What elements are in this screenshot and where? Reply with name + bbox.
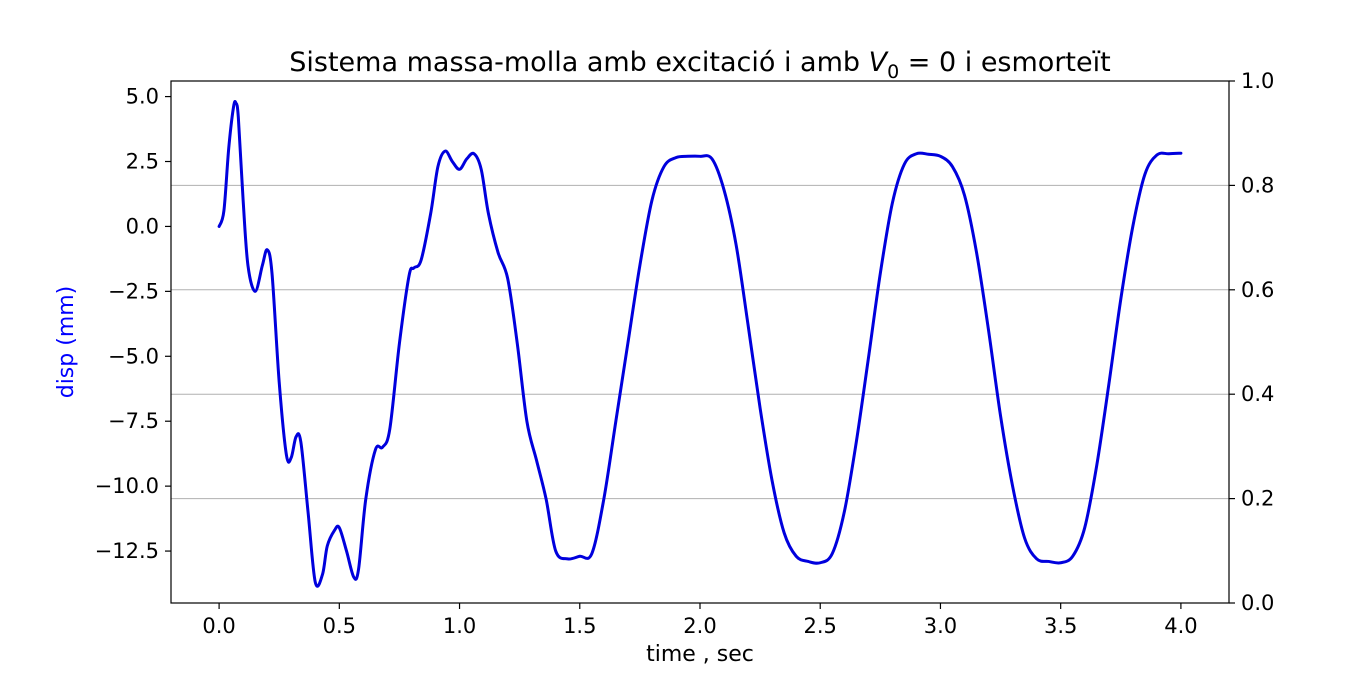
y-axis-label: disp (mm) [54,286,79,399]
y-tick-label: −2.5 [108,279,159,303]
x-tick-label: 3.0 [924,614,957,638]
y2-tick-label: 0.0 [1241,591,1274,615]
y-tick-label: −12.5 [95,539,159,563]
x-tick-label: 2.5 [804,614,837,638]
y-axis-left: 5.0 2.5 0.0 −2.5 −5.0 −7.5 −10.0 −12.5 [95,85,171,563]
y-tick-label: −7.5 [108,409,159,433]
y-tick-label: −5.0 [108,344,159,368]
plot-frame [170,80,1230,604]
y-tick-label: 5.0 [126,85,159,109]
x-tick-label: 3.5 [1044,614,1077,638]
x-axis-label: time , sec [646,642,754,667]
y-axis-right: 0.0 0.2 0.4 0.6 0.8 1.0 [1229,69,1274,615]
x-tick-label: 1.0 [443,614,476,638]
x-tick-label: 0.5 [323,614,356,638]
y-tick-label: 0.0 [126,214,159,238]
x-tick-label: 1.5 [563,614,596,638]
x-axis: 0.0 0.5 1.0 1.5 2.0 2.5 3.0 3.5 4.0 [202,603,1198,638]
chart-title: Sistema massa-molla amb excitació i amb … [289,47,1110,83]
y2-tick-label: 0.8 [1241,173,1274,197]
y2-tick-label: 1.0 [1241,69,1274,93]
series-line-disp [217,100,1183,588]
y2-tick-label: 0.6 [1241,278,1274,302]
grid-lines [171,184,1229,500]
x-tick-label: 4.0 [1164,614,1197,638]
x-tick-label: 2.0 [683,614,716,638]
x-tick-label: 0.0 [202,614,235,638]
y2-tick-label: 0.2 [1241,487,1274,511]
y-tick-label: 2.5 [126,150,159,174]
y-tick-label: −10.0 [95,474,159,498]
y2-tick-label: 0.4 [1241,382,1274,406]
